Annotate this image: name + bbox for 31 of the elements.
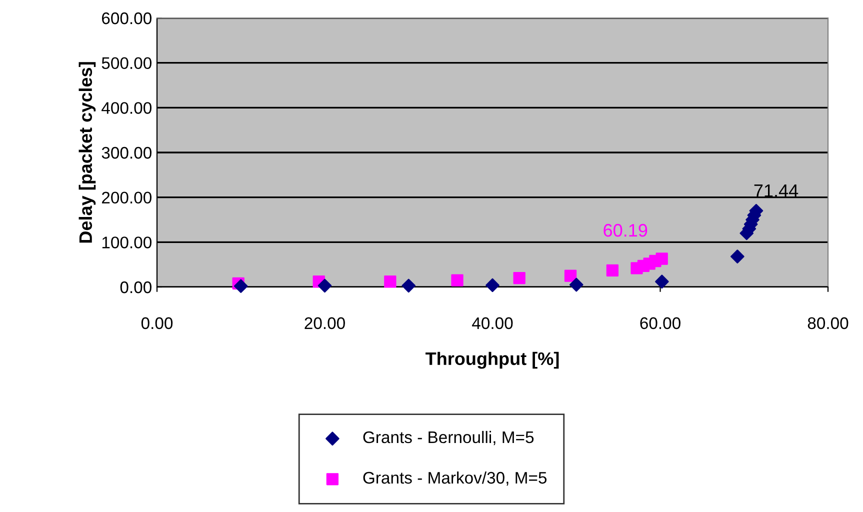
y-tick-label: 300.00 (102, 146, 152, 159)
legend-label: Grants - Markov/30, M=5 (363, 471, 547, 486)
y-tick-label: 600.00 (102, 12, 152, 24)
point (606, 264, 619, 276)
y-axis-title: Delay [packet cycles] (78, 62, 96, 243)
x-tick-label: 80.00 (808, 317, 848, 330)
point (569, 278, 584, 292)
x-tick-label: 20.00 (304, 317, 345, 330)
y-tick-label: 200.00 (102, 192, 152, 204)
x-tick-label: 40.00 (472, 317, 513, 330)
x-tick-label: 60.00 (640, 317, 680, 330)
point (513, 272, 526, 284)
annotation: 71.44 (754, 184, 798, 197)
y-tick-label: 400.00 (102, 102, 152, 114)
point (564, 270, 577, 282)
point (234, 279, 248, 294)
legend-label: Grants - Bernoulli, M=5 (363, 430, 534, 446)
annotation: 60.19 (604, 224, 648, 237)
point (384, 276, 396, 288)
point (402, 278, 416, 293)
point (655, 274, 669, 289)
x-tick-label: 0.00 (141, 317, 173, 330)
point (486, 278, 500, 292)
y-tick-label: 500.00 (102, 57, 152, 70)
y-tick-label: 100.00 (102, 236, 152, 248)
y-tick-label: 0.00 (120, 281, 152, 294)
point (730, 250, 744, 264)
point (318, 278, 332, 293)
x-axis-title: Throughput [%] (426, 352, 559, 369)
point (451, 274, 464, 286)
point (656, 252, 668, 265)
